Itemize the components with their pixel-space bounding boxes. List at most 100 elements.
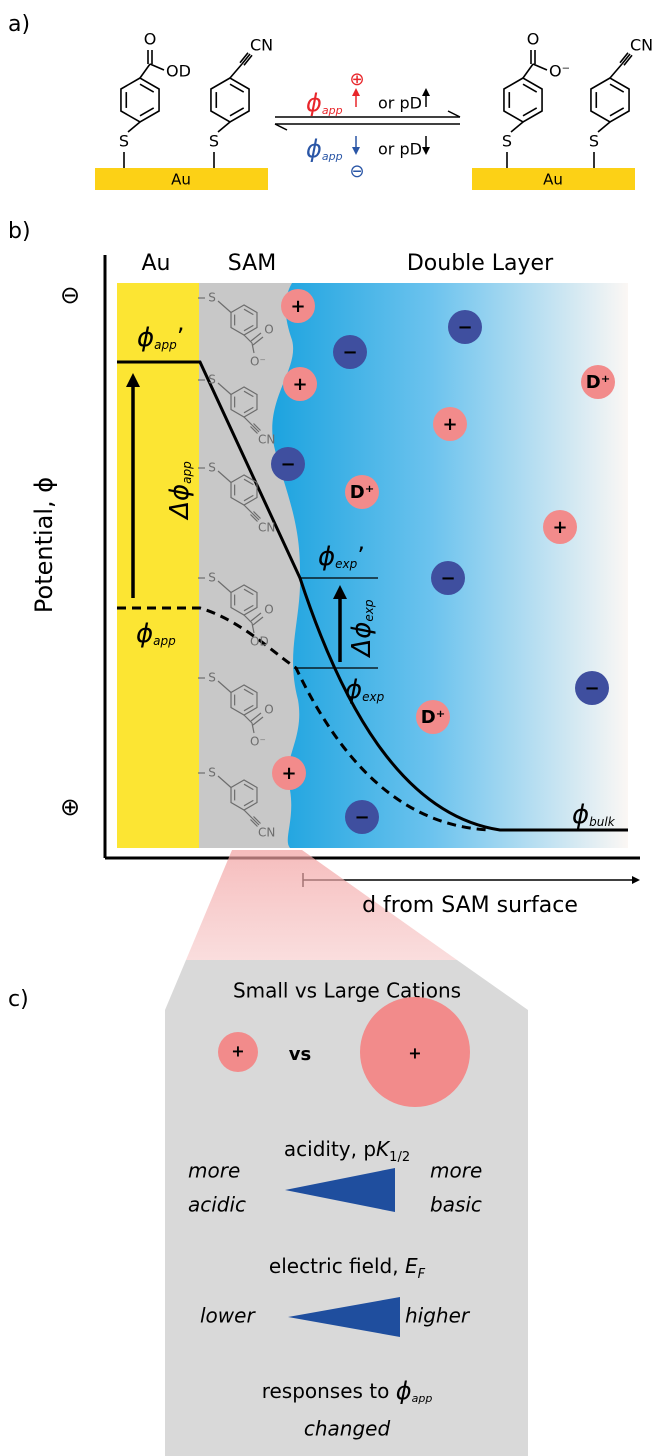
phi-app-prime-part: ’ bbox=[177, 323, 185, 351]
bond bbox=[598, 122, 610, 132]
acidity-title-part: 1/2 bbox=[389, 1150, 410, 1165]
equilibrium-barb bbox=[448, 111, 460, 117]
ion-label: D⁺ bbox=[586, 372, 610, 393]
bond bbox=[218, 122, 230, 132]
right-label: more bbox=[430, 1159, 482, 1183]
nitrile-label: CN bbox=[258, 433, 275, 447]
ion-label: + bbox=[231, 1042, 244, 1061]
condition-label: or pD bbox=[378, 94, 422, 113]
panel-label: a) bbox=[8, 12, 30, 37]
right-label: higher bbox=[405, 1304, 471, 1328]
acidity-title-part: acidity, p bbox=[284, 1137, 376, 1161]
phi-app-label: ϕapp bbox=[306, 135, 343, 163]
carbonyl-label: O bbox=[264, 603, 273, 617]
delta-phi-exp-part: exp bbox=[362, 599, 376, 621]
carbonyl-label: O bbox=[264, 323, 273, 337]
carbonyl-label: O bbox=[527, 30, 540, 49]
ion-label: + bbox=[442, 414, 457, 435]
delta-phi-app-part: Δϕ bbox=[165, 484, 195, 521]
sulfur-label: S bbox=[208, 461, 216, 475]
sulfur-label: S bbox=[208, 766, 216, 780]
field-title-part: E bbox=[405, 1254, 418, 1278]
phi-app-prime-part: ϕ bbox=[137, 323, 154, 353]
nitrile-label: CN bbox=[258, 521, 275, 535]
phi-app-label-part: ϕ bbox=[306, 89, 322, 117]
bond bbox=[523, 64, 533, 78]
sulfur-label: S bbox=[119, 132, 129, 151]
ion-label: + bbox=[290, 296, 305, 317]
response-text-part: responses to bbox=[262, 1379, 396, 1403]
charge-symbol: ⊕ bbox=[349, 69, 364, 90]
acid-group-label: O⁻ bbox=[549, 62, 570, 81]
delta-phi-app-part: app bbox=[180, 461, 194, 484]
phi-app-part: ϕ bbox=[136, 619, 153, 649]
sulfur-label: S bbox=[208, 671, 216, 685]
ion-label: + bbox=[408, 1044, 421, 1063]
bond bbox=[230, 64, 242, 78]
equilibrium-barb bbox=[275, 124, 287, 130]
ion-label: − bbox=[584, 678, 599, 699]
field-title-part: electric field, bbox=[269, 1254, 405, 1278]
bond bbox=[511, 122, 523, 132]
phi-exp-prime-part: ϕ bbox=[318, 542, 335, 572]
bond bbox=[533, 64, 547, 70]
acid-group-label: OD bbox=[166, 62, 191, 81]
surface-label: Au bbox=[543, 171, 563, 189]
sulfur-label: S bbox=[208, 373, 216, 387]
phi-exp-part: ϕ bbox=[345, 675, 362, 705]
comparison-label: vs bbox=[289, 1044, 311, 1065]
phi-bulk-part: ϕ bbox=[572, 800, 589, 830]
phi-exp-prime-part: exp bbox=[335, 557, 357, 571]
ion-label: − bbox=[280, 454, 295, 475]
x-axis-label: d from SAM surface bbox=[362, 893, 578, 918]
sulfur-label: S bbox=[502, 132, 512, 151]
region-label: Double Layer bbox=[407, 251, 554, 276]
ion-label: + bbox=[552, 517, 567, 538]
acid-group-label: O⁻ bbox=[250, 735, 266, 749]
ion-label: D⁺ bbox=[421, 707, 445, 728]
carbonyl-label: O bbox=[144, 30, 157, 49]
ion-label: + bbox=[281, 763, 296, 784]
right-label: basic bbox=[430, 1193, 482, 1217]
charge-symbol: ⊖ bbox=[349, 161, 364, 182]
region-label: Au bbox=[142, 251, 171, 276]
sulfur-label: S bbox=[589, 132, 599, 151]
ion-label: D⁺ bbox=[350, 482, 374, 503]
phi-app-label-part: app bbox=[322, 150, 343, 163]
gold-region bbox=[117, 283, 199, 848]
ion-label: − bbox=[354, 807, 369, 828]
panel-label: c) bbox=[8, 987, 29, 1012]
sulfur-label: S bbox=[208, 291, 216, 305]
nitrile-label: CN bbox=[630, 36, 653, 55]
phi-app-part: app bbox=[153, 634, 176, 648]
region-label: SAM bbox=[228, 251, 276, 276]
ion-label: + bbox=[292, 374, 307, 395]
molecule bbox=[591, 53, 632, 168]
field-title-part: F bbox=[418, 1267, 426, 1282]
phi-app-label-part: ϕ bbox=[306, 135, 322, 163]
polarity-sign: ⊖ bbox=[60, 281, 80, 309]
condition-label: or pD bbox=[378, 140, 422, 159]
bond bbox=[128, 122, 140, 132]
phi-app-prime-part: app bbox=[154, 338, 177, 352]
figure: a)AuAuSOODSCNSOO⁻SCNϕappor pD⊕ϕappor pD⊖… bbox=[0, 0, 654, 1456]
phi-bulk-part: bulk bbox=[589, 815, 616, 829]
phi-exp-prime-part: ’ bbox=[357, 542, 365, 570]
bond bbox=[150, 64, 164, 70]
ion-label: − bbox=[440, 568, 455, 589]
nitrile-label: CN bbox=[250, 36, 273, 55]
acid-group-label: O⁻ bbox=[250, 355, 266, 369]
ion-label: − bbox=[457, 317, 472, 338]
response-text-part: ϕ bbox=[396, 1377, 412, 1405]
surface-label: Au bbox=[171, 171, 191, 189]
left-label: lower bbox=[200, 1304, 256, 1328]
bond bbox=[140, 64, 150, 78]
left-label: acidic bbox=[188, 1193, 246, 1217]
sulfur-label: S bbox=[209, 132, 219, 151]
response-text: responses to ϕapp bbox=[262, 1377, 433, 1405]
bond bbox=[610, 64, 622, 78]
y-axis-label: Potential, ϕ bbox=[30, 477, 58, 613]
phi-app-label-part: app bbox=[322, 104, 343, 117]
molecule bbox=[211, 53, 252, 168]
phi-app-label: ϕapp bbox=[306, 89, 343, 117]
